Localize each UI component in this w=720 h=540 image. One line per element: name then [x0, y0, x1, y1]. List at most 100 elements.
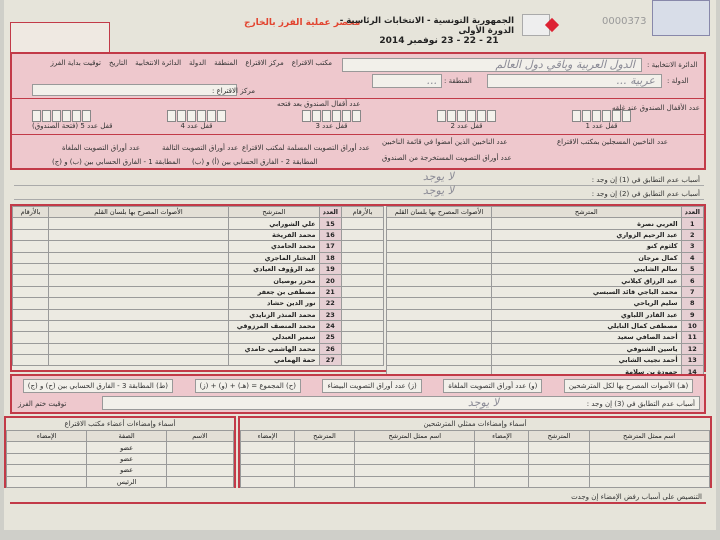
votes-digits-cell[interactable]	[341, 297, 384, 310]
locks-row: قفل عدد 5 (فتحة الصندوق) قفل عدد 4 قفل عدد…	[22, 110, 702, 132]
signature-cell[interactable]	[5, 452, 88, 466]
votes-words-cell[interactable]	[386, 228, 492, 242]
name-cell[interactable]	[165, 452, 235, 466]
candidate-name: سمير العبدلي	[228, 331, 320, 344]
candidate-row: محرز بوصيان 20	[12, 274, 384, 287]
candidate-name: عبد الرحيم الزواري	[491, 228, 682, 242]
votes-digits-cell[interactable]	[341, 251, 384, 264]
candidate-row: كلثوم كنو 3	[386, 240, 705, 253]
votes-words-cell[interactable]	[386, 297, 492, 310]
votes-words-cell[interactable]	[386, 262, 492, 276]
region-field[interactable]: ...	[372, 74, 442, 88]
votes-digits-cell[interactable]	[341, 285, 384, 299]
votes-digits-cell[interactable]	[12, 342, 49, 356]
candidates-table-left: بالأرقام الأصوات المصرح بها بلسان القلم ال…	[12, 205, 384, 367]
role: عضو	[86, 452, 167, 466]
votes-words-cell[interactable]	[48, 274, 229, 287]
locks-before-label: عدد الأقفال الصندوق عند غلقه	[612, 104, 700, 112]
votes-digits-cell[interactable]	[341, 319, 384, 333]
lock-5[interactable]: قفل عدد 1	[572, 110, 631, 130]
votes-digits-cell[interactable]	[12, 217, 49, 230]
votes-words-cell[interactable]	[48, 251, 229, 264]
lock-2[interactable]: قفل عدد 4	[167, 110, 226, 130]
region-label: المنطقة :	[444, 77, 472, 85]
votes-words-cell[interactable]	[48, 342, 229, 356]
votes-digits-cell[interactable]	[341, 308, 384, 321]
votes-words-cell[interactable]	[386, 308, 492, 321]
votes-words-cell[interactable]	[48, 354, 229, 367]
candidate-name: العربي نصرة	[491, 217, 682, 230]
votes-words-cell[interactable]	[48, 228, 229, 242]
votes-digits-cell[interactable]	[341, 217, 384, 230]
refusal-line[interactable]: التنصيص على أسباب رفض الإمضاء إن وجدت	[10, 490, 706, 504]
votes-words-cell[interactable]	[48, 285, 229, 299]
votes-digits-cell[interactable]	[12, 240, 49, 253]
name-cell[interactable]	[165, 441, 235, 454]
candidate-name: عبد الرزاق كيلاني	[491, 274, 682, 287]
votes-words-cell[interactable]	[48, 319, 229, 333]
reasons-3-field[interactable]: أسباب عدم التطابق في (3) إن وجد : لا يوجد	[102, 396, 700, 410]
reasons-1-line[interactable]: أسباب عدم التطابق في (1) إن وجد : لا يوجد	[14, 170, 704, 186]
committee-row: عضو	[5, 464, 235, 477]
votes-digits-cell[interactable]	[341, 262, 384, 276]
votes-words-cell[interactable]	[48, 331, 229, 344]
votes-words-cell[interactable]	[386, 354, 492, 367]
signature-cell[interactable]	[5, 464, 88, 477]
votes-digits-cell[interactable]	[12, 251, 49, 264]
votes-words-cell[interactable]	[386, 285, 492, 299]
candidate-name: محمد الحامدي	[228, 240, 320, 253]
votes-digits-cell[interactable]	[12, 228, 49, 242]
stamp	[652, 0, 710, 36]
signature-cell[interactable]	[5, 441, 88, 454]
candidate-name: ياسين الشنوفي	[491, 342, 682, 356]
votes-words-cell[interactable]	[48, 297, 229, 310]
role: عضو	[86, 441, 167, 454]
votes-words-cell[interactable]	[48, 240, 229, 253]
representatives-signatures: أسماء وإمضاءات ممثلي المترشحين الإمضاء ال…	[238, 416, 712, 488]
reasons-2-line[interactable]: أسباب عدم التطابق في (2) إن وجد : لا يوجد	[14, 184, 704, 200]
representative-row	[240, 441, 711, 454]
votes-digits-cell[interactable]	[12, 319, 49, 333]
votes-digits-cell[interactable]	[341, 240, 384, 253]
candidate-row: محمد المنذر الزنايدي 23	[12, 308, 384, 321]
votes-digits-cell[interactable]	[341, 354, 384, 367]
votes-words-cell[interactable]	[48, 308, 229, 321]
votes-digits-cell[interactable]	[12, 285, 49, 299]
votes-digits-cell[interactable]	[12, 331, 49, 344]
votes-words-cell[interactable]	[386, 217, 492, 230]
name-cell[interactable]	[165, 464, 235, 477]
candidate-row: محمد الحامدي 17	[12, 240, 384, 253]
votes-digits-cell[interactable]	[12, 274, 49, 287]
lock-1[interactable]: قفل عدد 5 (فتحة الصندوق)	[32, 110, 112, 130]
votes-digits-cell[interactable]	[341, 228, 384, 242]
count-b-label: عدد الناخبين الذين أمضوا في قائمة الناخب…	[382, 138, 508, 146]
votes-digits-cell[interactable]	[341, 342, 384, 356]
candidate-name: محرز بوصيان	[228, 274, 320, 287]
votes-words-cell[interactable]	[386, 319, 492, 333]
votes-words-cell[interactable]	[386, 240, 492, 253]
votes-digits-cell[interactable]	[12, 354, 49, 367]
votes-words-cell[interactable]	[386, 331, 492, 344]
votes-digits-cell[interactable]	[12, 308, 49, 321]
lock-3[interactable]: قفل عدد 3	[302, 110, 361, 130]
info-section: الدول العربية وباقي دول العالم الدائرة ا…	[10, 52, 706, 170]
votes-digits-cell[interactable]	[12, 297, 49, 310]
name-cell[interactable]	[165, 475, 235, 488]
country-field[interactable]: عربية ...	[487, 74, 662, 88]
candidate-number: 27	[318, 354, 343, 367]
votes-digits-cell[interactable]	[341, 331, 384, 344]
votes-words-cell[interactable]	[386, 274, 492, 287]
votes-words-cell[interactable]	[386, 342, 492, 356]
votes-words-cell[interactable]	[48, 262, 229, 276]
committee-row: عضو	[5, 441, 235, 454]
votes-words-cell[interactable]	[48, 217, 229, 230]
votes-words-cell[interactable]	[386, 251, 492, 264]
votes-digits-cell[interactable]	[12, 262, 49, 276]
candidate-number: 21	[318, 285, 343, 299]
district-field[interactable]: الدول العربية وباقي دول العالم	[342, 58, 642, 72]
role: عضو	[86, 464, 167, 477]
lock-4[interactable]: قفل عدد 2	[437, 110, 496, 130]
votes-digits-cell[interactable]	[341, 274, 384, 287]
signature-cell[interactable]	[5, 475, 88, 488]
center-field[interactable]	[32, 84, 237, 96]
